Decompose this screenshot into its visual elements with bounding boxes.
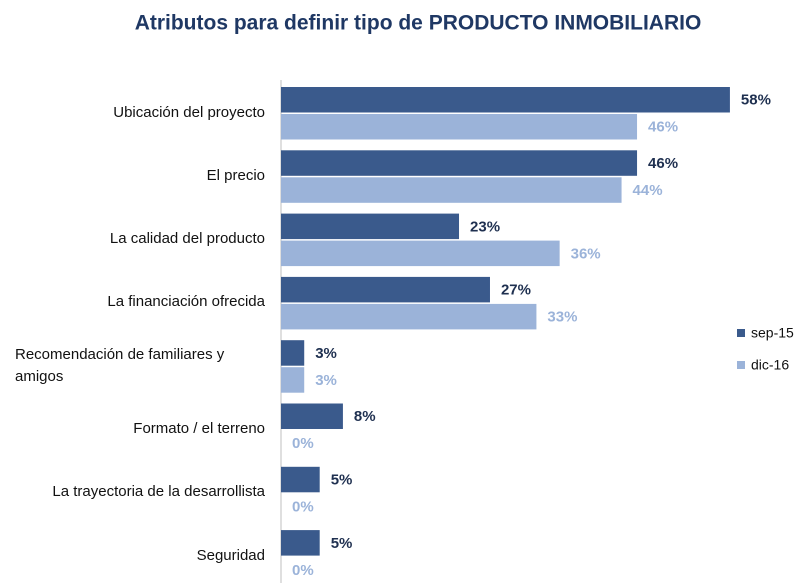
category-label-box: Formato / el terreno	[15, 403, 265, 455]
bar	[281, 303, 537, 330]
bar	[281, 213, 460, 240]
category-label-box: El precio	[15, 150, 265, 202]
category-label-box: Recomendación de familiares y amigos	[15, 340, 265, 392]
bar	[281, 340, 305, 366]
bar	[281, 466, 320, 493]
value-label: 44%	[633, 182, 663, 199]
legend-swatch	[737, 361, 745, 369]
y-tick-label: La financiación ofrecida	[107, 293, 265, 311]
value-label: 0%	[292, 435, 314, 452]
bar	[281, 87, 730, 113]
value-label: 33%	[547, 309, 577, 326]
y-tick-label: La trayectoria de la desarrollista	[52, 483, 265, 501]
value-label: 58%	[741, 92, 771, 109]
value-label: 3%	[315, 345, 337, 362]
bar	[281, 530, 320, 556]
value-label: 0%	[292, 499, 314, 516]
bar	[281, 403, 343, 429]
legend-swatch	[737, 329, 745, 337]
value-label: 5%	[331, 535, 353, 552]
bar	[281, 177, 622, 203]
legend-label: sep-15	[751, 325, 794, 341]
value-label: 36%	[571, 245, 601, 262]
y-tick-label: Seguridad	[196, 546, 265, 564]
value-label: 8%	[354, 408, 376, 425]
chart-title: Atributos para definir tipo de PRODUCTO …	[135, 12, 702, 35]
y-tick-label: Ubicación del proyecto	[113, 103, 265, 121]
value-label: 27%	[501, 282, 531, 299]
category-label-box: Ubicación del proyecto	[15, 87, 265, 139]
bar	[281, 276, 490, 303]
value-label: 5%	[331, 472, 353, 489]
y-tick-label: Formato / el terreno	[133, 420, 265, 437]
value-label: 0%	[292, 562, 314, 579]
y-tick-label: El precio	[206, 166, 265, 184]
value-label: 23%	[470, 218, 500, 235]
bar	[281, 240, 560, 267]
category-label-box: Seguridad	[15, 530, 265, 582]
category-label-box: La calidad del producto	[15, 213, 265, 265]
bar	[281, 367, 305, 393]
bar	[281, 114, 638, 140]
legend-label: dic-16	[751, 357, 789, 373]
value-label: 46%	[648, 155, 678, 172]
value-label: 3%	[315, 372, 337, 389]
y-tick-label: La calidad del producto	[109, 230, 265, 248]
category-label-box: La trayectoria de la desarrollista	[15, 466, 265, 518]
value-label: 46%	[648, 119, 678, 136]
category-label-box: La financiación ofrecida	[15, 276, 265, 328]
y-tick-label: Recomendación de familiares y amigos	[15, 345, 225, 385]
bar	[281, 150, 638, 176]
